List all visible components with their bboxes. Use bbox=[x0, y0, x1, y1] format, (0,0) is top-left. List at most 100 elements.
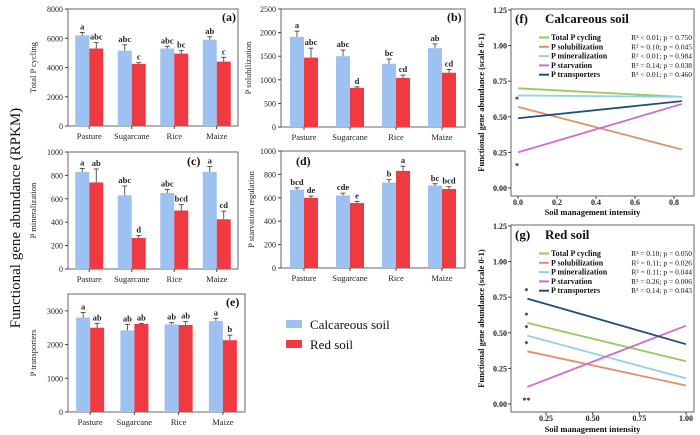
significance-letter: a bbox=[81, 302, 86, 312]
significance-marker: * bbox=[524, 339, 528, 348]
category-label: Sugarcane bbox=[332, 132, 368, 142]
y-tick-label: 800 bbox=[51, 171, 63, 180]
significance-letter: abc bbox=[305, 37, 318, 47]
bar-calcareous bbox=[164, 324, 179, 412]
significance-letter: ab bbox=[137, 312, 146, 322]
category-label: Pasture bbox=[78, 417, 103, 427]
panel-title: Red soil bbox=[545, 227, 590, 242]
significance-letter: bc bbox=[431, 173, 440, 183]
regression-stat: R² < 0.01; p = 0.460 bbox=[631, 70, 692, 79]
bar-red bbox=[89, 48, 104, 126]
bar-red bbox=[216, 61, 231, 126]
significance-letter: cd bbox=[399, 64, 408, 74]
significance-marker: * bbox=[515, 95, 519, 104]
significance-letter: a bbox=[80, 157, 85, 167]
legend-label: P mineralization bbox=[551, 268, 608, 277]
panel-label: (a) bbox=[222, 10, 236, 24]
regression-stat: R² < 0.01; p = 0.750 bbox=[631, 33, 692, 42]
y-tick-label: 0 bbox=[272, 123, 276, 132]
x-axis-label: Soil management intensity bbox=[545, 207, 642, 217]
bar-calcareous bbox=[290, 36, 304, 127]
bar-red bbox=[131, 237, 146, 269]
y-tick-label: 1.00 bbox=[493, 42, 507, 51]
y-tick-label: 8000 bbox=[47, 5, 63, 14]
plot-frame bbox=[510, 8, 695, 197]
category-label: Sugarcane bbox=[117, 417, 153, 427]
y-tick-label: 3000 bbox=[47, 307, 63, 316]
significance-letter: bcd bbox=[290, 177, 304, 187]
panel-label: (e) bbox=[226, 295, 239, 309]
y-tick-label: 0 bbox=[59, 265, 63, 274]
y-tick-label: 1000 bbox=[260, 147, 276, 156]
plot-frame bbox=[67, 151, 239, 270]
legend-swatch-red bbox=[286, 340, 302, 348]
significance-letter: ab bbox=[181, 311, 190, 321]
significance-letter: ab bbox=[205, 26, 214, 36]
bar-red bbox=[304, 197, 318, 268]
significance-letter: d bbox=[136, 225, 141, 235]
y-tick-label: 6000 bbox=[47, 34, 63, 43]
bar-panel-b: 0 500 1000 1500 2000 2500 P solubilization (b) P… bbox=[243, 5, 466, 142]
significance-letter: cd bbox=[220, 200, 229, 210]
significance-marker: * bbox=[524, 324, 528, 333]
significance-letter: a bbox=[401, 155, 406, 165]
x-tick-label: 1.00 bbox=[679, 414, 693, 423]
category-label: Maize bbox=[212, 417, 233, 427]
significance-letter: bc bbox=[177, 40, 186, 50]
regression-line bbox=[517, 103, 683, 154]
significance-letter: a bbox=[295, 20, 300, 30]
y-tick-label: 1000 bbox=[47, 148, 63, 157]
y-axis-label: P solubilization bbox=[243, 41, 253, 95]
y-tick-label: 0.25 bbox=[493, 364, 507, 373]
bar-red bbox=[90, 327, 105, 412]
category-label: Rice bbox=[388, 132, 404, 142]
category-label: Rice bbox=[171, 417, 187, 427]
significance-letter: abc bbox=[118, 175, 131, 185]
significance-letter: e bbox=[355, 190, 359, 200]
significance-letter: a bbox=[80, 21, 85, 31]
significance-letter: bcd bbox=[175, 194, 189, 204]
y-tick-label: 2000 bbox=[260, 29, 276, 38]
x-tick-label: 0.4 bbox=[591, 198, 601, 207]
category-label: Sugarcane bbox=[332, 273, 368, 283]
significance-letter: a bbox=[208, 156, 213, 166]
y-tick-label: 4000 bbox=[47, 64, 63, 73]
y-tick-label: 2000 bbox=[47, 93, 63, 102]
significance-letter: b bbox=[228, 324, 233, 334]
legend-label: P transporters bbox=[551, 70, 600, 79]
x-tick-label: 0.6 bbox=[630, 198, 640, 207]
category-label: Rice bbox=[166, 131, 182, 141]
y-tick-label: 800 bbox=[264, 170, 276, 179]
bar-red bbox=[216, 219, 231, 269]
legend-label: P starvation bbox=[551, 61, 593, 70]
significance-letter: ab bbox=[431, 33, 440, 43]
regression-stat: R² = 0.26; p = 0.006 bbox=[631, 277, 692, 286]
plot-frame bbox=[510, 224, 695, 413]
y-tick-label: 0.00 bbox=[493, 184, 507, 193]
legend-label: Total P cycling bbox=[551, 33, 601, 42]
bar-red bbox=[396, 77, 410, 127]
bar-red bbox=[442, 72, 456, 127]
regression-line bbox=[517, 100, 682, 120]
regression-line bbox=[527, 321, 687, 363]
significance-letter: ab bbox=[93, 312, 102, 322]
y-tick-label: 1.25 bbox=[493, 6, 507, 15]
legend-label: P solubilization bbox=[551, 258, 604, 267]
regression-stat: R² = 0.10; p = 0.045 bbox=[631, 42, 692, 51]
y-tick-label: 600 bbox=[264, 194, 276, 203]
significance-letter: abc bbox=[161, 178, 174, 188]
significance-letter: a bbox=[214, 307, 219, 317]
y-axis-label: P transporters bbox=[28, 330, 38, 377]
panel-label: (d) bbox=[296, 154, 311, 168]
bar-panel-d: 0 200 400 600 800 1000 P starvation regulation… bbox=[246, 147, 466, 283]
x-tick-label: 0.25 bbox=[539, 414, 553, 423]
plot-frame bbox=[280, 150, 466, 269]
category-label: Maize bbox=[206, 131, 227, 141]
significance-letter: abc bbox=[90, 32, 103, 42]
y-tick-label: 600 bbox=[51, 195, 63, 204]
y-axis-label: P starvation regulation bbox=[246, 170, 256, 247]
y-tick-label: 1000 bbox=[260, 76, 276, 85]
regression-line bbox=[517, 94, 682, 98]
bar-calcareous bbox=[76, 317, 91, 412]
